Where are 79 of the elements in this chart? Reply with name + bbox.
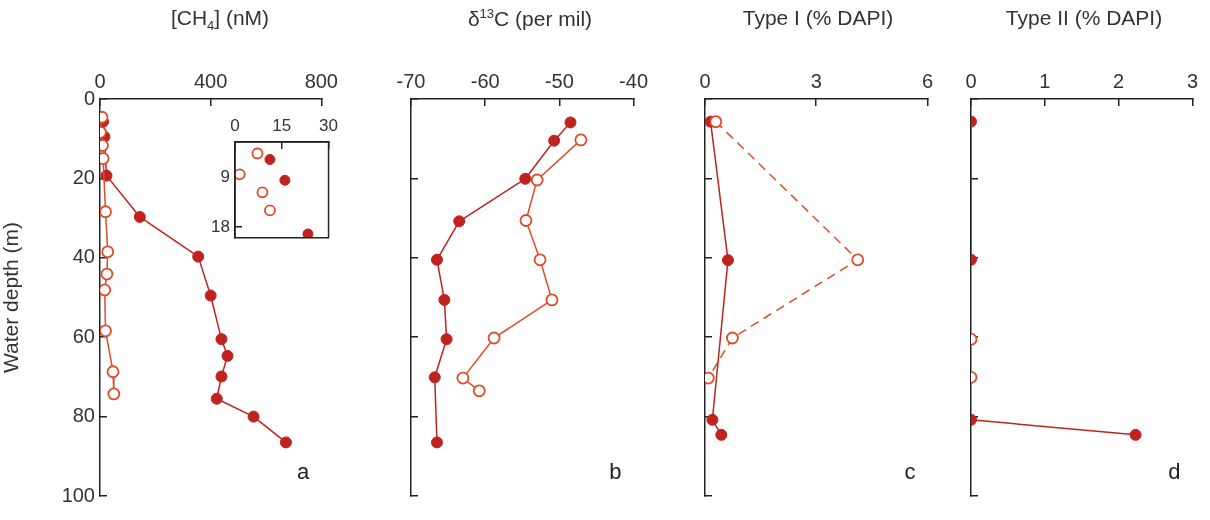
point [430, 436, 443, 449]
point [519, 214, 533, 227]
y-tick-label: 100 [61, 483, 95, 506]
point [706, 413, 719, 426]
point [709, 115, 723, 129]
x-tick-label: 800 [304, 69, 338, 92]
point [264, 154, 276, 166]
point [256, 186, 269, 199]
point [279, 436, 292, 449]
point [235, 168, 246, 181]
x-tick-label: 30 [319, 116, 339, 136]
point [221, 349, 234, 362]
x-tick-label: 6 [921, 69, 933, 92]
point [192, 250, 205, 263]
point [533, 253, 547, 267]
point [430, 253, 443, 266]
y-tick-label: 40 [72, 245, 95, 268]
x-tick-label: 15 [272, 116, 292, 136]
point [715, 428, 728, 441]
x-tick-label: 3 [1186, 69, 1198, 92]
x-axis-title: δ$^{13}$C (per mil) [466, 6, 594, 31]
point [472, 384, 486, 398]
point [106, 365, 120, 379]
y-tick-label: 80 [72, 404, 95, 427]
point [453, 215, 466, 228]
annotation: c [904, 459, 916, 485]
point [100, 283, 112, 297]
y-tick-label: 0 [83, 86, 95, 109]
annotation: b [609, 459, 622, 485]
y-tick-label: 60 [72, 324, 95, 347]
x-tick-label: 0 [965, 69, 977, 92]
point [100, 267, 114, 281]
point [564, 116, 577, 129]
point [100, 324, 112, 338]
point [215, 333, 228, 346]
y-tick-label: 20 [72, 165, 95, 188]
point [247, 410, 260, 423]
point [100, 205, 112, 219]
point [133, 210, 146, 223]
point [251, 147, 264, 160]
point [264, 204, 276, 217]
x-tick-label: 0 [699, 69, 711, 92]
point [574, 133, 588, 147]
x-axis-title: [CH$_{4}$] (nM) [169, 6, 271, 34]
point [215, 370, 228, 383]
y-axis-title: Water depth (m) [0, 222, 23, 373]
point [545, 293, 559, 307]
point [100, 152, 110, 165]
x-tick-label: 400 [193, 69, 228, 92]
x-tick-label: -40 [619, 69, 648, 92]
x-axis-title: Type I (% DAPI) [741, 6, 895, 30]
point [487, 331, 501, 345]
x-tick-label: -50 [544, 69, 574, 92]
point [279, 174, 291, 186]
point [107, 387, 121, 401]
point [851, 253, 865, 267]
point [210, 392, 223, 405]
point [438, 293, 451, 306]
x-tick-label: -70 [396, 69, 426, 92]
point [548, 134, 561, 147]
point [428, 371, 441, 384]
y-tick-label: 18 [211, 216, 230, 236]
x-axis-title: Type II (% DAPI) [1004, 6, 1164, 30]
point [519, 172, 532, 185]
annotation: a [297, 459, 311, 485]
point [101, 245, 115, 259]
point [204, 289, 217, 302]
x-tick-label: 1 [1039, 69, 1051, 92]
point [721, 254, 734, 267]
y-tick-label: 9 [220, 167, 230, 187]
annotation: d [1168, 459, 1181, 485]
point [530, 173, 544, 187]
point [456, 371, 470, 385]
x-tick-label: 2 [1113, 69, 1125, 92]
point [302, 228, 314, 238]
x-tick-label: -60 [470, 69, 500, 92]
x-tick-label: 3 [810, 69, 822, 92]
point [726, 331, 739, 345]
point [440, 333, 453, 346]
